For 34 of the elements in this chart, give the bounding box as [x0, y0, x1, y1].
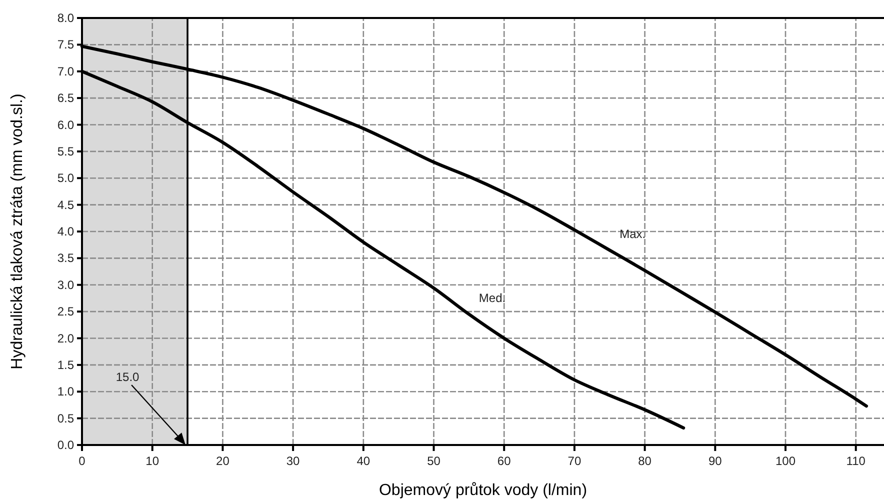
y-tick-label: 8.0 — [57, 11, 74, 25]
y-tick-label: 2.5 — [57, 304, 74, 319]
y-tick-label: 1.5 — [57, 358, 74, 372]
x-tick-label: 30 — [286, 454, 300, 468]
y-axis-title: Hydraulická tlaková ztráta (mm vod.sl.) — [9, 94, 26, 370]
x-tick-label: 10 — [146, 454, 160, 468]
x-tick-label: 80 — [638, 454, 652, 468]
x-tick-label: 0 — [78, 454, 86, 468]
series-label: Max. — [620, 227, 646, 242]
series-label: Med. — [478, 291, 506, 306]
y-tick-label: 6.0 — [57, 118, 74, 132]
y-tick-label: 3.0 — [57, 278, 74, 292]
x-tick-label: 50 — [427, 454, 441, 468]
y-tick-label: 7.0 — [57, 64, 74, 78]
x-tick-label: 70 — [568, 454, 582, 468]
x-tick-label: 90 — [708, 454, 722, 468]
y-tick-label: 5.5 — [57, 144, 74, 158]
y-tick-label: 3.5 — [57, 251, 74, 266]
x-tick-label: 100 — [775, 454, 796, 468]
y-tick-label: 7.5 — [57, 38, 74, 52]
x-tick-label: 40 — [356, 454, 370, 468]
x-tick-label: 110 — [846, 454, 866, 468]
y-tick-label: 4.5 — [57, 198, 74, 212]
x-axis-title: Objemový průtok vody (l/min) — [378, 482, 588, 499]
ref-line-label: 15.0 — [116, 370, 140, 384]
x-tick-label: 20 — [216, 454, 230, 468]
y-tick-label: 1.0 — [57, 384, 74, 399]
y-tick-label: 6.5 — [57, 91, 74, 106]
y-tick-label: 2.0 — [57, 331, 74, 346]
y-tick-label: 4.0 — [57, 224, 74, 238]
y-tick-label: 0.0 — [57, 438, 74, 452]
y-tick-label: 0.5 — [57, 411, 74, 426]
y-tick-label: 5.0 — [57, 171, 74, 186]
x-tick-label: 60 — [497, 454, 512, 468]
